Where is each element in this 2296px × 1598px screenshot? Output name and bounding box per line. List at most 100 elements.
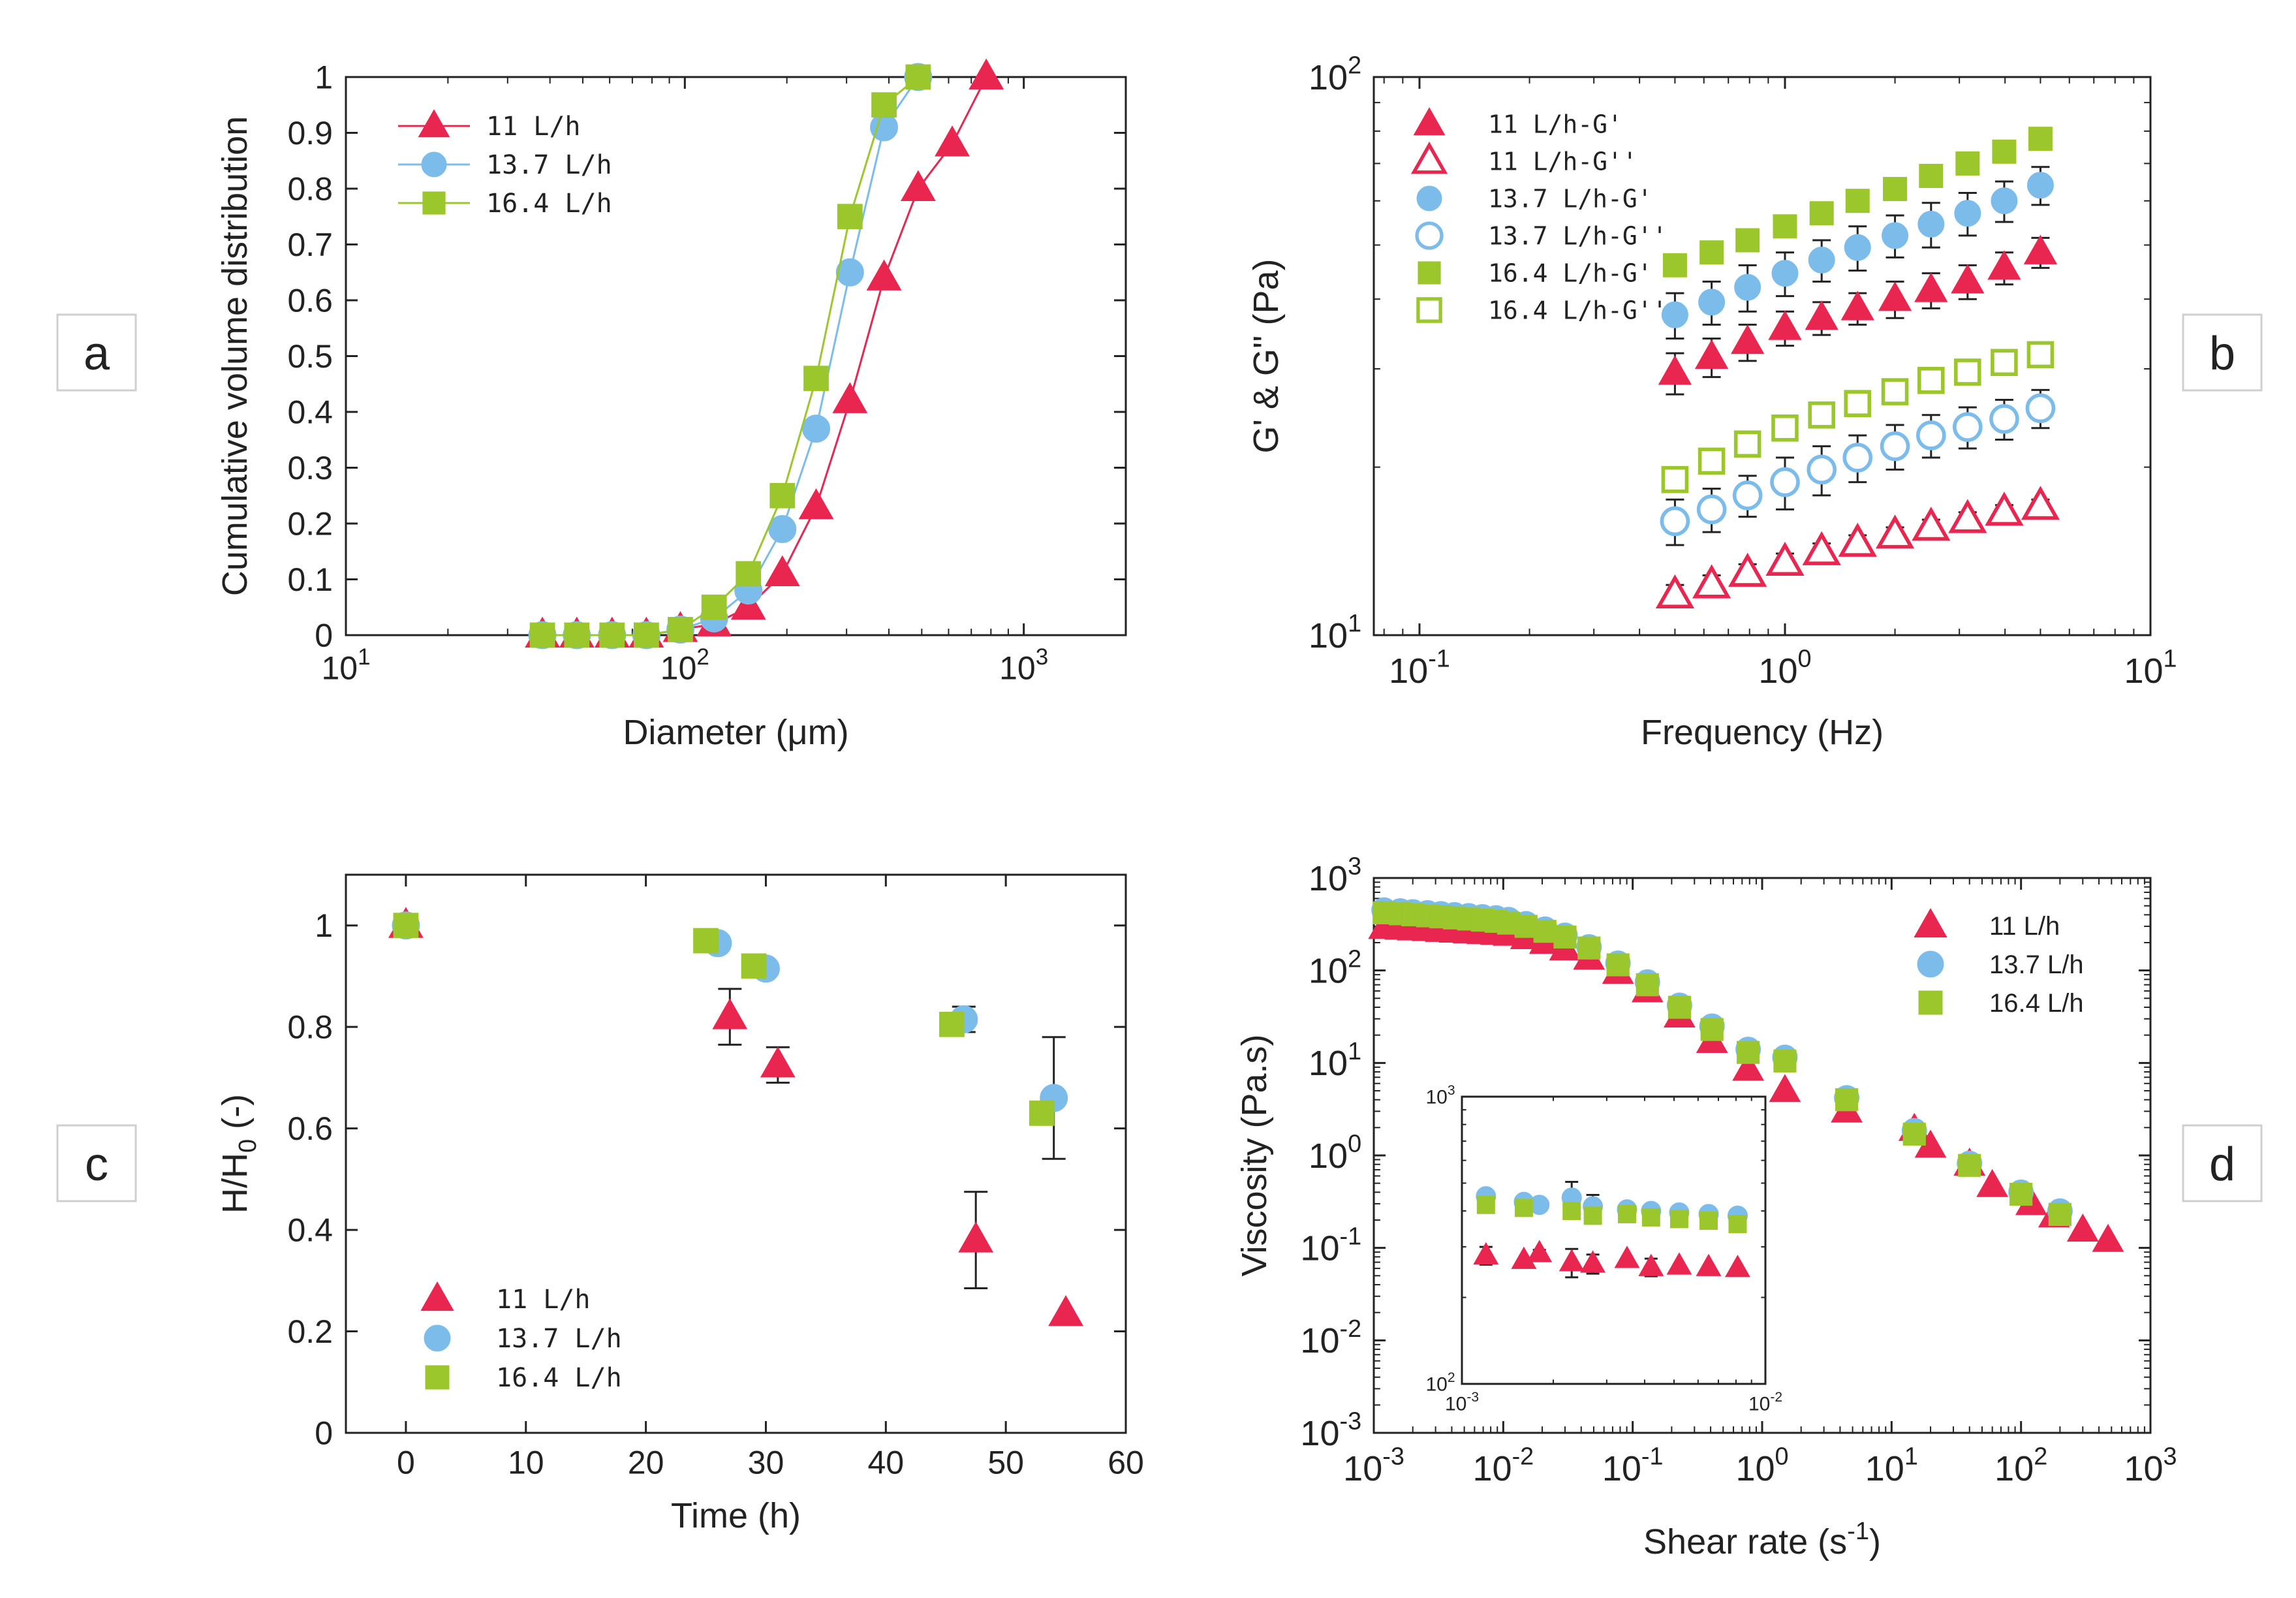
inset-background [1462,1097,1765,1384]
data-point [1668,995,1692,1019]
data-point [1735,228,1760,253]
panel-label-box [2182,1124,2263,1202]
data-point [1699,240,1724,265]
data-point [741,953,767,979]
data-point [1902,1122,1926,1146]
panel-label-box [56,1124,137,1202]
legend-label: 11 L/h [486,112,581,142]
legend-label: 13.7 L/h-G'' [1488,221,1668,250]
legend-label: 13.7 L/h [496,1324,622,1354]
data-point [1919,163,1944,188]
data-point [1991,187,2018,215]
data-point [1692,564,1731,599]
data-point [2048,1202,2071,1227]
data-point [1614,1246,1640,1268]
y-tick-label: 103 [1309,853,1361,898]
data-point [1577,936,1601,960]
data-point [1562,1202,1581,1221]
y-tick-label: 103 [1425,1083,1455,1108]
series-triangle [1658,234,2058,396]
x-tick-label: 20 [628,1445,664,1481]
series-circle [1660,388,2056,546]
data-point [1802,531,1841,565]
data-point [1875,514,1915,549]
panel-label-box [56,313,137,392]
data-point [1694,339,1729,369]
series-square [1373,901,2071,1227]
x-tick-label: 10-3 [1343,1443,1404,1488]
data-point [1842,443,1873,473]
y-tick-label: 1 [315,907,333,944]
x-tick-label: 103 [2124,1443,2177,1488]
series-triangle [1655,486,2060,608]
data-point [1641,1208,1660,1227]
y-tick-label: 0.8 [287,171,333,208]
data-point [1553,925,1577,949]
data-point [905,64,931,90]
legend-marker [1415,221,1444,250]
data-point [969,58,1004,90]
data-point [939,1011,965,1037]
data-point [1880,431,1910,462]
legend-marker [425,1365,450,1390]
panel-b: 10-1 100 101 101 102 11 L/h-G' 11 L/h-G'' 13.7 … [1247,52,2263,752]
data-point [1666,1252,1692,1275]
y-tick-label: 0.8 [287,1009,333,1046]
x-tick-label: 10-1 [1602,1443,1664,1488]
panel-label-text: c [85,1138,108,1191]
panel-d: 10-3 10-2 10-1 100 101 102 103 10-3 10-2 10-1 100 1… [1235,853,2263,1561]
y-tick-label: 0.6 [287,1110,333,1147]
data-point [1733,430,1761,458]
legend-marker [1914,907,1947,938]
y-axis-label: G' & G'' (Pa) [1247,259,1286,454]
series-triangle [525,58,1004,648]
data-point [1954,200,1981,227]
y-tick-label: 0.5 [287,338,333,375]
inset-chart: 10-3 10-2 102 103 [1425,1083,1782,1415]
data-point [1976,1168,2009,1197]
data-point [1912,507,1951,541]
legend-label: 11 L/h [496,1285,591,1315]
panel-label-c: c [56,1124,137,1202]
data-point [1955,151,1980,176]
data-point [1809,201,1834,226]
series-triangle [388,907,1083,1326]
y-tick-label: 0.4 [287,394,333,431]
data-point [599,622,625,648]
data-point [802,415,831,443]
x-tick-label: 101 [2124,646,2177,691]
data-point [1580,1250,1606,1273]
legend-label: 16.4 L/h [496,1363,622,1393]
data-point [1606,953,1630,977]
data-point [1636,973,1659,997]
x-tick-label: 102 [1994,1443,2047,1488]
data-point [900,170,936,202]
data-point [871,92,897,118]
x-tick-label: 10 [508,1445,544,1481]
legend-marker [421,151,447,178]
data-point [1987,250,2021,280]
data-point [1696,1253,1722,1276]
data-point [1951,264,1985,294]
series-circle [1661,166,2054,340]
data-point [1732,1052,1765,1081]
series-square [1661,341,2055,494]
panel-label-text: a [84,328,110,380]
data-point [1808,246,1835,274]
y-tick-label: 1 [315,59,333,96]
series-square [393,913,1055,1126]
data-point [1882,222,1909,249]
legend-label: 16.4 L/h [1989,989,2084,1018]
data-point [1533,920,1557,943]
data-point [1769,1074,1801,1103]
data-point [1696,494,1727,525]
data-point [1662,253,1687,277]
data-point [1953,412,1983,442]
data-point [1728,552,1767,587]
y-tick-label: 0.4 [287,1212,333,1249]
data-point [1476,1195,1495,1214]
y-tick-label: 102 [1309,52,1361,97]
data-point [2026,172,2054,199]
data-point [1845,189,1870,213]
